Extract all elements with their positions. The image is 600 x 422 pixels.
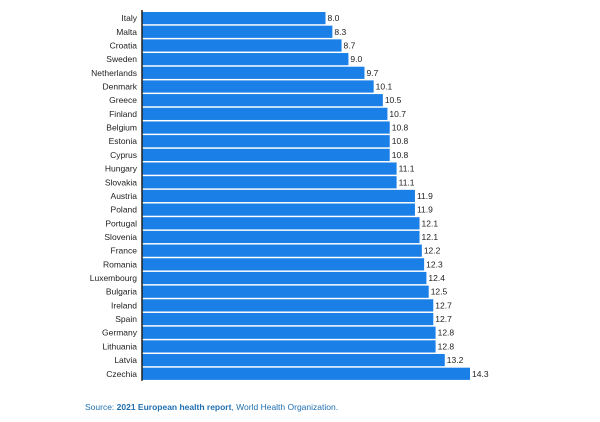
bar-czechia	[142, 367, 470, 380]
bar-austria	[142, 189, 415, 203]
bar-germany	[142, 326, 436, 339]
bar-denmark	[142, 80, 374, 93]
category-label: Croatia	[110, 40, 138, 50]
source-suffix: , World Health Organization.	[231, 402, 339, 412]
source-prefix: Source:	[85, 402, 117, 412]
bar-slovenia	[142, 230, 420, 244]
category-label: Poland	[111, 205, 138, 215]
category-label: Netherlands	[91, 68, 137, 78]
bar-croatia	[142, 39, 342, 52]
bar-romania	[142, 258, 425, 271]
value-label: 11.1	[399, 177, 415, 187]
bar-italy	[142, 12, 326, 25]
bar-slovakia	[142, 176, 397, 189]
category-label: Hungary	[105, 164, 138, 174]
bar-luxembourg	[142, 271, 427, 285]
category-label: Slovakia	[105, 177, 137, 187]
bar-portugal	[142, 217, 420, 230]
value-label: 8.7	[344, 40, 356, 50]
category-label: Czechia	[106, 369, 137, 379]
bar-finland	[142, 107, 388, 120]
category-label: Italy	[121, 13, 137, 23]
value-label: 10.1	[376, 82, 393, 92]
value-label: 13.2	[447, 355, 464, 365]
value-label: 11.1	[399, 164, 415, 174]
bar-poland	[142, 203, 415, 216]
value-label: 10.8	[392, 136, 409, 146]
bar-lithuania	[142, 340, 436, 353]
source-link[interactable]: 2021 European health report	[116, 402, 232, 412]
category-label: Finland	[109, 109, 137, 119]
category-label: France	[111, 246, 138, 256]
bar-sweden	[142, 53, 349, 66]
value-label: 12.8	[438, 341, 455, 351]
category-label: Sweden	[106, 54, 137, 64]
bar-cyprus	[142, 148, 390, 161]
value-label: 12.4	[428, 273, 445, 283]
value-label: 12.1	[422, 218, 439, 228]
source-note: Source: 2021 European health report, Wor…	[85, 402, 338, 412]
bar-belgium	[142, 121, 390, 134]
category-label: Portugal	[105, 218, 137, 228]
value-label: 9.0	[350, 54, 362, 64]
bar-spain	[142, 312, 434, 326]
bar-netherlands	[142, 66, 365, 79]
bar-france	[142, 244, 422, 257]
value-label: 12.2	[424, 246, 441, 256]
category-label: Cyprus	[110, 150, 137, 160]
category-label: Luxembourg	[90, 273, 138, 283]
bar-hungary	[142, 162, 397, 175]
value-label: 11.9	[417, 191, 433, 201]
category-label: Malta	[116, 27, 137, 37]
bar-bulgaria	[142, 285, 429, 298]
bar-latvia	[142, 354, 445, 367]
category-label: Latvia	[114, 355, 137, 365]
category-label: Lithuania	[102, 341, 137, 351]
category-label: Austria	[111, 191, 138, 201]
value-label: 12.5	[431, 287, 448, 297]
category-label: Estonia	[109, 136, 138, 146]
value-label: 10.7	[389, 109, 406, 119]
value-label: 14.3	[472, 369, 489, 379]
value-label: 12.3	[426, 259, 443, 269]
value-label: 10.8	[392, 150, 409, 160]
category-label: Spain	[115, 314, 137, 324]
bar-greece	[142, 94, 383, 107]
bar-ireland	[142, 299, 434, 312]
value-label: 11.9	[417, 205, 433, 215]
value-label: 12.1	[422, 232, 439, 242]
category-label: Romania	[103, 259, 137, 269]
category-label: Denmark	[103, 82, 138, 92]
value-label: 9.7	[366, 68, 378, 78]
value-label: 8.3	[334, 27, 346, 37]
value-label: 12.7	[435, 300, 452, 310]
category-label: Bulgaria	[106, 287, 137, 297]
category-label: Slovenia	[104, 232, 137, 242]
value-label: 10.5	[385, 95, 402, 105]
value-label: 10.8	[392, 123, 409, 133]
bar-malta	[142, 25, 333, 38]
bar-estonia	[142, 135, 390, 148]
value-label: 12.7	[435, 314, 452, 324]
value-label: 8.0	[327, 13, 339, 23]
category-label: Germany	[102, 328, 138, 338]
category-label: Ireland	[111, 300, 137, 310]
category-label: Belgium	[106, 123, 137, 133]
value-label: 12.8	[438, 328, 455, 338]
category-label: Greece	[109, 95, 137, 105]
